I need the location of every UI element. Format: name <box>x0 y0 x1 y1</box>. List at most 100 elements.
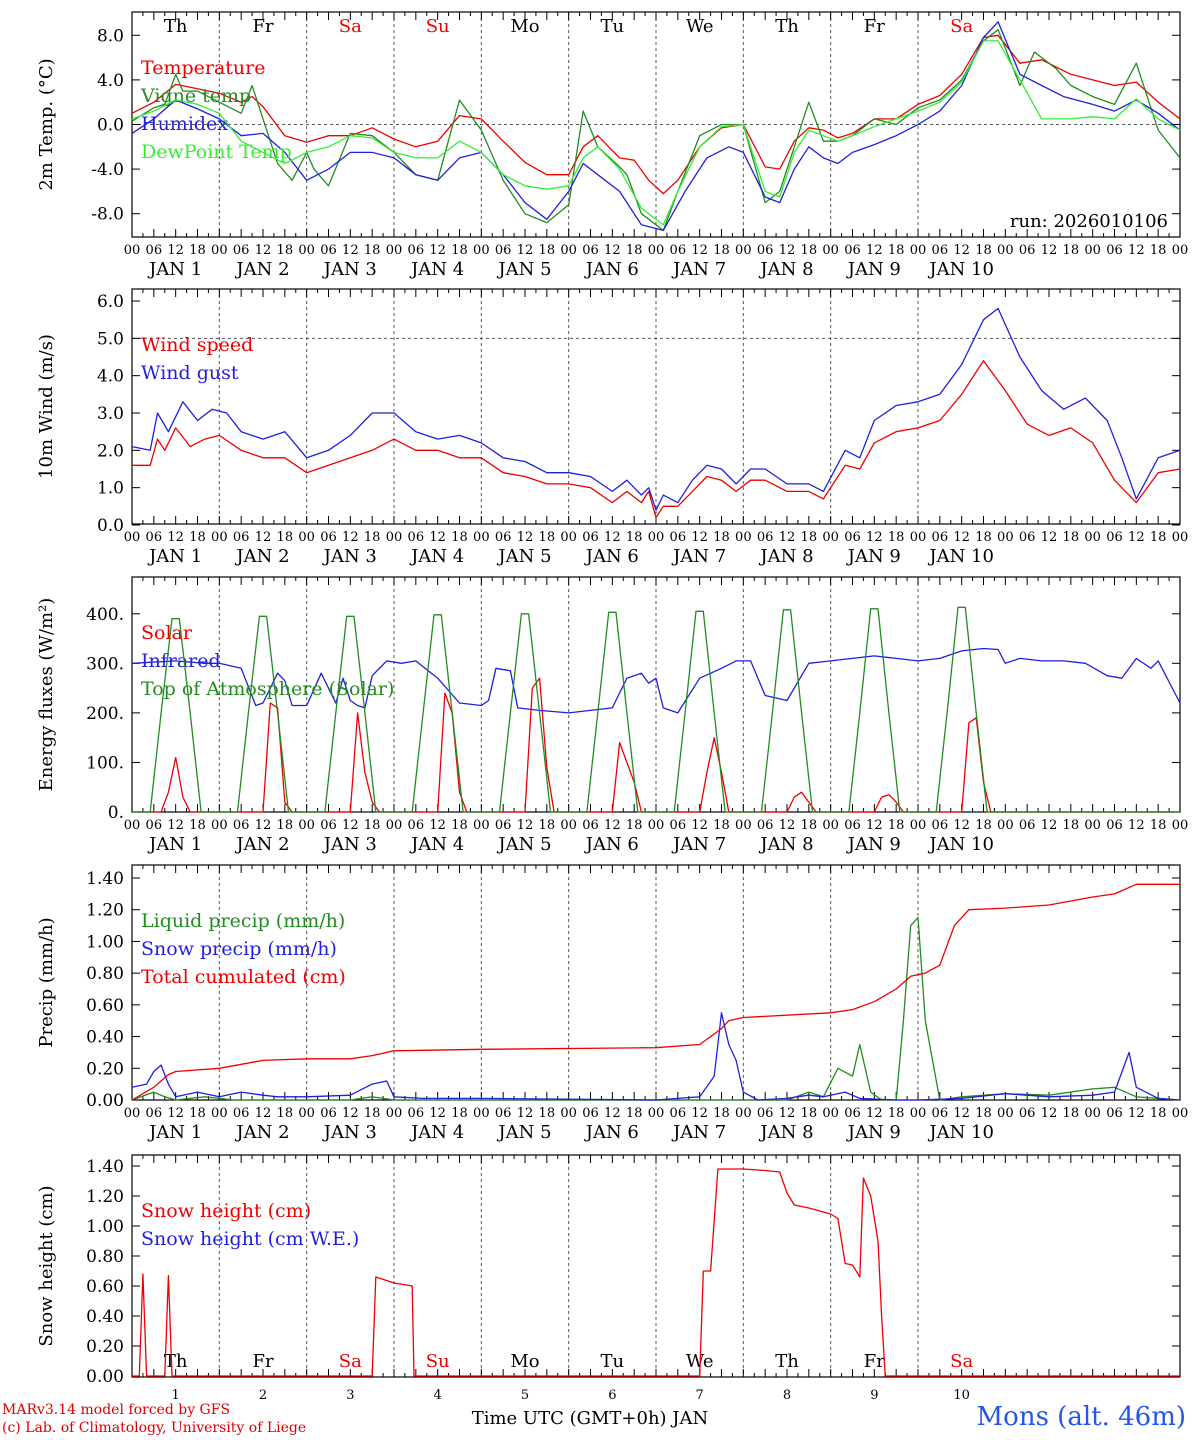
hour-tick-label: 00 <box>211 818 228 833</box>
legend-solar: Solar <box>141 622 193 644</box>
hour-tick-label: 18 <box>801 243 818 258</box>
day-number: 6 <box>608 1388 616 1403</box>
date-label: JAN 9 <box>846 259 901 280</box>
day-name: Th <box>164 1351 188 1372</box>
hour-tick-label: 18 <box>713 818 730 833</box>
hour-tick-label: 00 <box>298 1106 315 1121</box>
series-line-wind-speed <box>132 360 1181 519</box>
y-tick-label: 0.80 <box>86 964 124 984</box>
hour-tick-label: 18 <box>975 243 992 258</box>
hour-tick-label: 12 <box>517 243 534 258</box>
hour-tick-label: 12 <box>255 243 272 258</box>
hour-tick-label: 00 <box>473 243 490 258</box>
hour-tick-label: 18 <box>539 243 556 258</box>
y-axis-label: Energy fluxes (W/m²) <box>36 598 57 792</box>
day-number: 7 <box>696 1388 704 1403</box>
hour-tick-label: 12 <box>604 818 621 833</box>
hour-tick-label: 06 <box>1106 1106 1123 1121</box>
panel-1: 00 06 12 18 00 06 12 18 00 06 12 18 00 06 12 18 00 06 12 18… <box>36 11 1189 280</box>
hour-tick-label: 18 <box>975 818 992 833</box>
day-name: Su <box>426 16 450 37</box>
day-name: Tu <box>601 1351 625 1372</box>
legend-dewpoint-temp: DewPoint Temp <box>141 141 292 163</box>
y-tick-label: 0.40 <box>86 1028 124 1048</box>
date-label: JAN 4 <box>409 259 464 280</box>
hour-tick-label: 00 <box>910 1106 927 1121</box>
hour-tick-label: 18 <box>888 818 905 833</box>
hour-tick-label: 06 <box>1106 818 1123 833</box>
date-label: JAN 10 <box>927 546 994 567</box>
hour-tick-label: 12 <box>1128 243 1145 258</box>
hour-tick-label: 00 <box>386 243 403 258</box>
hour-tick-label: 00 <box>473 1106 490 1121</box>
date-label: JAN 6 <box>584 259 639 280</box>
hour-tick-label: 18 <box>364 530 381 545</box>
hour-tick-label: 18 <box>189 818 206 833</box>
legend-snow-precip-mm-h-: Snow precip (mm/h) <box>141 938 337 960</box>
hour-tick-label: 06 <box>408 530 425 545</box>
legend-snow-height-cm-: Snow height (cm) <box>141 1200 311 1222</box>
hour-tick-label: 18 <box>539 818 556 833</box>
hour-tick-label: 06 <box>495 243 512 258</box>
hour-tick-label: 12 <box>953 530 970 545</box>
hour-tick-label: 00 <box>1172 243 1189 258</box>
hour-tick-label: 12 <box>691 818 708 833</box>
hour-tick-label: 18 <box>626 243 643 258</box>
date-label: JAN 1 <box>147 546 202 567</box>
hour-tick-label: 06 <box>1106 530 1123 545</box>
hour-tick-label: 12 <box>517 818 534 833</box>
hour-tick-label: 00 <box>997 818 1014 833</box>
day-name: Sa <box>339 1351 362 1372</box>
hour-tick-label: 00 <box>735 818 752 833</box>
hour-tick-label: 18 <box>888 243 905 258</box>
hour-tick-label: 12 <box>255 818 272 833</box>
hour-tick-label: 18 <box>277 530 294 545</box>
hour-tick-label: 18 <box>713 1106 730 1121</box>
hour-tick-label: 12 <box>255 530 272 545</box>
hour-tick-label: 06 <box>582 1106 599 1121</box>
hour-tick-label: 06 <box>320 818 337 833</box>
y-tick-label: 8.0 <box>97 26 124 46</box>
hour-tick-label: 00 <box>211 530 228 545</box>
hour-tick-label: 18 <box>277 818 294 833</box>
y-tick-label: 300. <box>86 654 124 674</box>
day-name: Mo <box>510 1351 539 1372</box>
date-label: JAN 1 <box>147 259 202 280</box>
day-name: Fr <box>252 1351 273 1372</box>
hour-tick-label: 06 <box>582 243 599 258</box>
hour-tick-label: 00 <box>473 818 490 833</box>
hour-tick-label: 00 <box>560 530 577 545</box>
hour-tick-label: 00 <box>997 243 1014 258</box>
hour-tick-label: 18 <box>364 818 381 833</box>
hour-tick-label: 00 <box>735 243 752 258</box>
hour-tick-label: 12 <box>779 530 796 545</box>
hour-tick-label: 00 <box>124 243 141 258</box>
hour-tick-label: 12 <box>779 818 796 833</box>
hour-tick-label: 12 <box>604 530 621 545</box>
y-tick-label: -8.0 <box>91 205 124 225</box>
hour-tick-label: 00 <box>735 530 752 545</box>
hour-tick-label: 06 <box>757 530 774 545</box>
panel-2: 00 06 12 18 00 06 12 18 00 06 12 18 00 06 12 18 00 06 12 18… <box>36 288 1188 567</box>
hour-tick-label: 12 <box>429 818 446 833</box>
legend-infrared: Infrared <box>141 650 221 672</box>
hour-tick-label: 18 <box>888 1106 905 1121</box>
day-name: Sa <box>950 1351 973 1372</box>
hour-tick-label: 18 <box>1150 818 1167 833</box>
hour-tick-label: 00 <box>1084 530 1101 545</box>
hour-tick-label: 06 <box>582 818 599 833</box>
hour-tick-label: 06 <box>408 243 425 258</box>
date-label: JAN 9 <box>846 834 901 855</box>
day-number: 4 <box>434 1388 442 1403</box>
date-label: JAN 6 <box>584 834 639 855</box>
hour-tick-label: 18 <box>451 1106 468 1121</box>
hour-tick-label: 12 <box>255 1106 272 1121</box>
y-tick-label: 200. <box>86 704 124 724</box>
y-tick-label: 0.20 <box>86 1337 124 1357</box>
hour-tick-label: 18 <box>189 1106 206 1121</box>
date-label: JAN 6 <box>584 546 639 567</box>
hour-tick-label: 12 <box>779 1106 796 1121</box>
y-tick-label: 0.80 <box>86 1247 124 1267</box>
hour-tick-label: 18 <box>277 1106 294 1121</box>
hour-tick-label: 06 <box>670 243 687 258</box>
